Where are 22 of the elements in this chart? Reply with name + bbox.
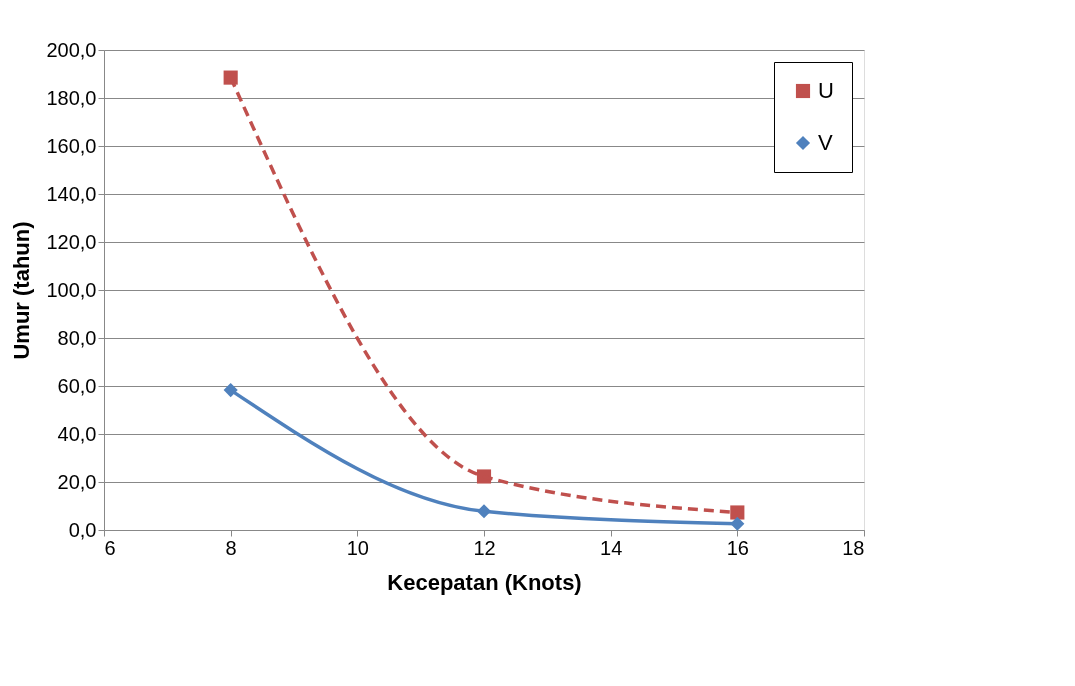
y-tick-label: 40,0 (57, 422, 97, 445)
x-axis-title: Kecepatan (Knots) (387, 569, 582, 595)
y-tick-label: 120,0 (46, 230, 97, 253)
y-tick-label: 200,0 (46, 38, 97, 61)
y-tick-label: 140,0 (46, 182, 97, 205)
x-tick-label: 8 (225, 536, 237, 559)
x-tick-label: 12 (473, 536, 496, 559)
y-tick-label: 180,0 (46, 86, 97, 109)
legend-label: V (818, 130, 833, 155)
y-tick-label: 20,0 (57, 470, 97, 493)
x-tick-label: 18 (842, 536, 865, 559)
legend-label: U (818, 78, 834, 103)
y-tick-label: 0,0 (68, 518, 97, 541)
y-tick-label: 160,0 (46, 134, 97, 157)
x-tick-label: 16 (726, 536, 749, 559)
y-tick-label: 60,0 (57, 374, 97, 397)
x-tick-label: 14 (600, 536, 623, 559)
y-tick-label: 100,0 (46, 278, 97, 301)
y-axis-title: Umur (tahun) (9, 221, 35, 360)
y-tick-label: 80,0 (57, 326, 97, 349)
x-tick-label: 10 (346, 536, 369, 559)
x-tick-label: 6 (104, 536, 116, 559)
